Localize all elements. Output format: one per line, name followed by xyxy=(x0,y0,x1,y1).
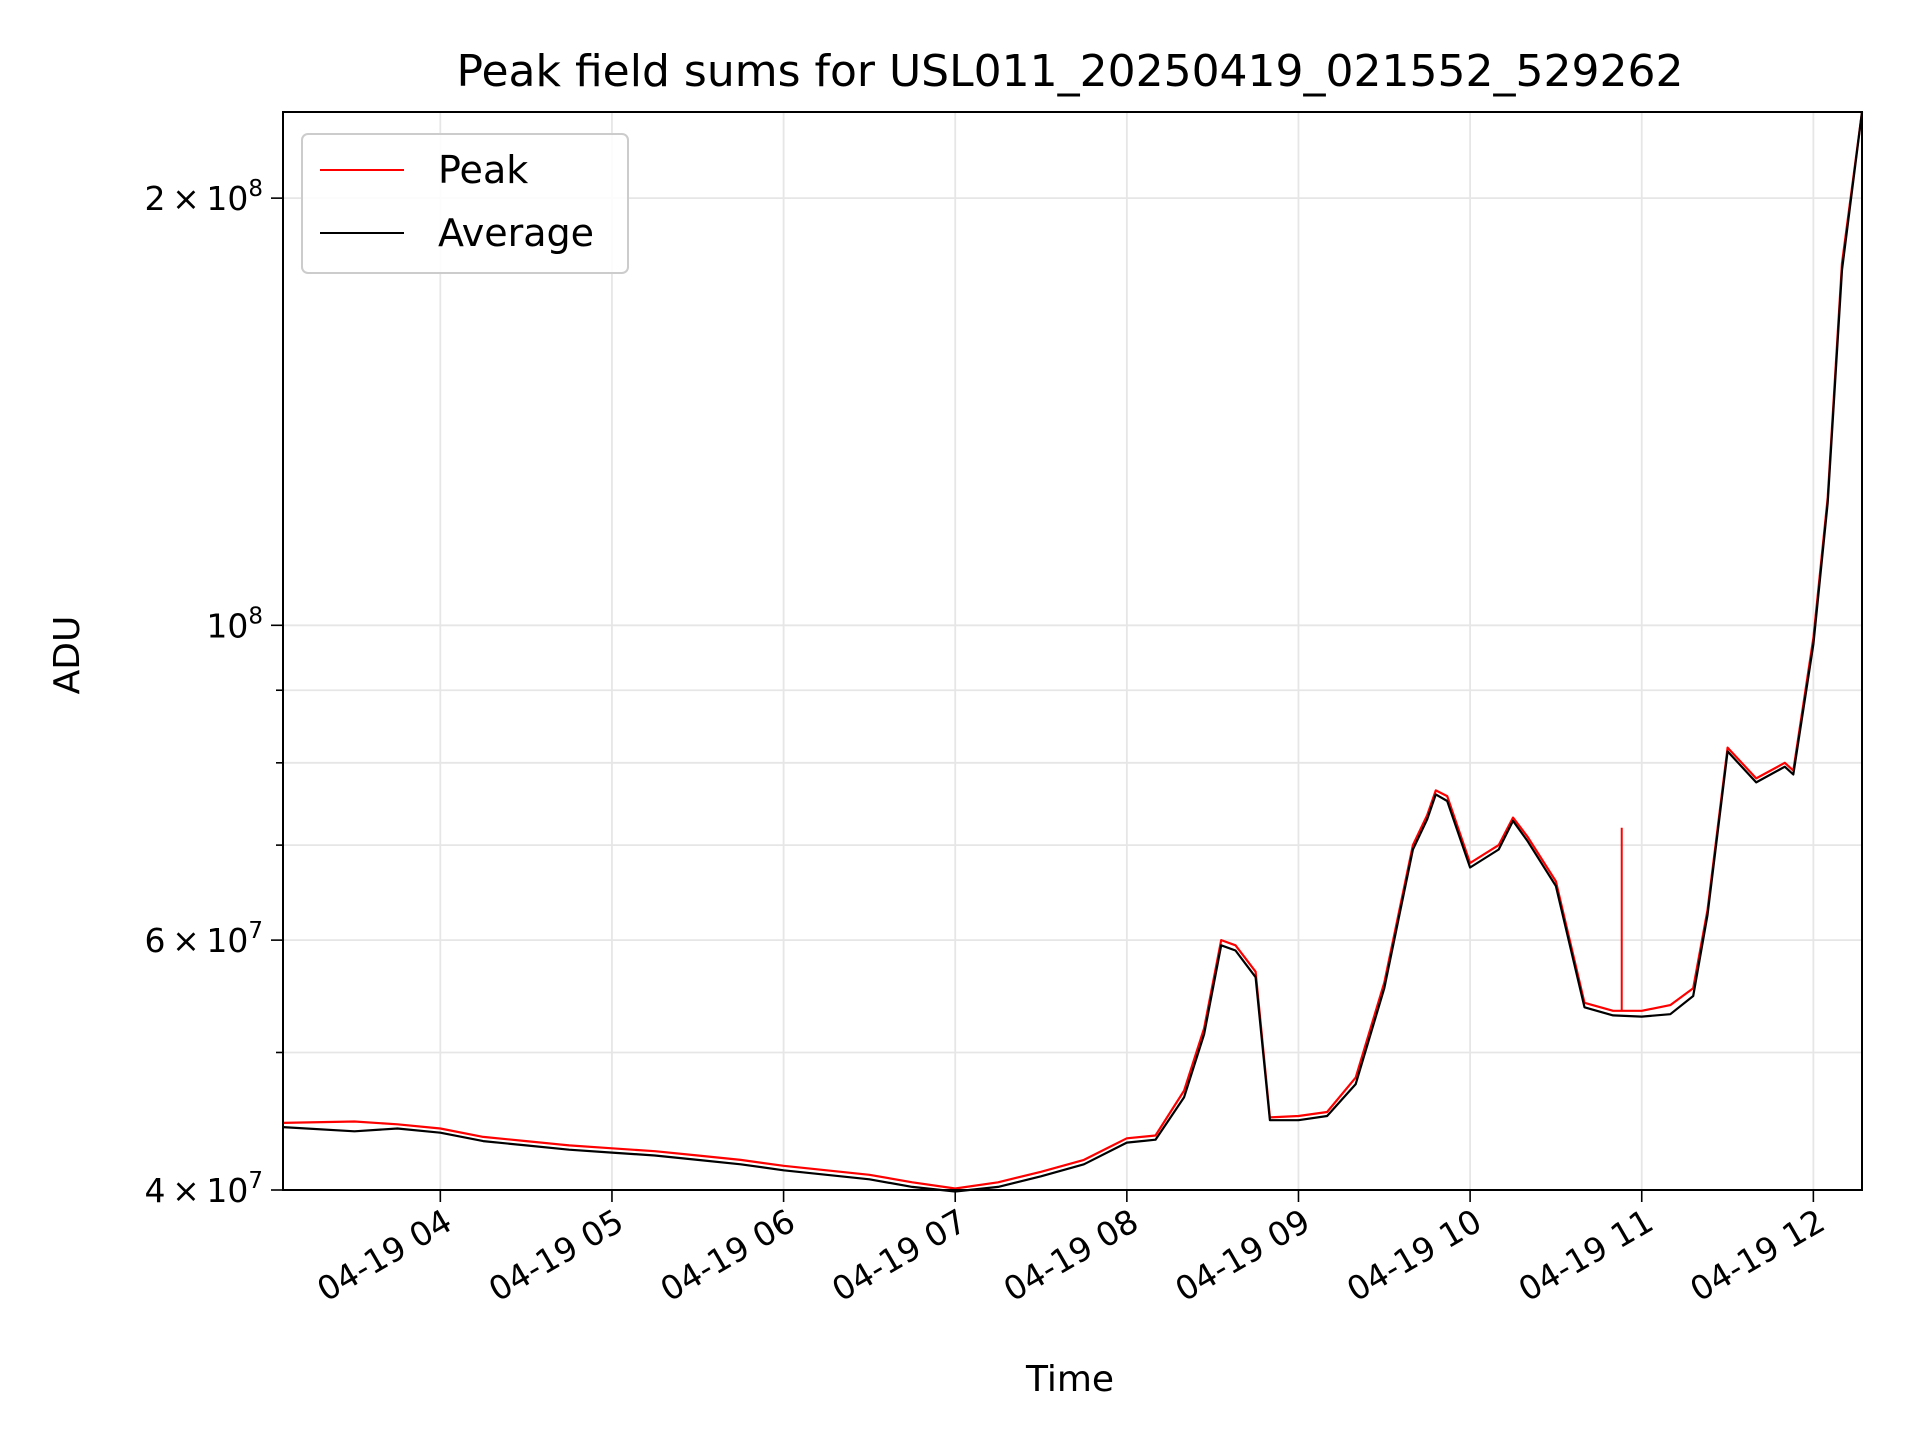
plot-frame xyxy=(282,111,1863,1191)
x-tick-label: 04-19 12 xyxy=(1683,1201,1831,1309)
legend-label-average: Average xyxy=(438,211,594,255)
x-tick-label: 04-19 11 xyxy=(1512,1201,1660,1309)
y-tick-label: 108 xyxy=(206,603,263,645)
x-tick-label: 04-19 04 xyxy=(310,1201,458,1309)
x-tick-label: 04-19 05 xyxy=(482,1201,630,1309)
y-tick-label: 4 × 107 xyxy=(145,1168,263,1210)
x-axis: 04-19 04 04-19 05 04-19 06 04-19 07 04-19 08… xyxy=(310,1190,1831,1309)
chart-title: Peak field sums for USL011_20250419_0215… xyxy=(457,46,1684,97)
series-line-average xyxy=(282,111,1864,1193)
x-tick-label: 04-19 10 xyxy=(1340,1201,1488,1309)
series-line-peak xyxy=(282,111,1864,1190)
x-tick-label: 04-19 06 xyxy=(654,1201,802,1309)
x-tick-label: 04-19 07 xyxy=(825,1201,973,1309)
y-tick-label: 2 × 108 xyxy=(145,176,263,218)
x-tick-label: 04-19 09 xyxy=(1168,1201,1316,1309)
legend-box xyxy=(301,133,629,274)
legend: Peak Average xyxy=(301,133,629,274)
x-tick-label: 04-19 08 xyxy=(997,1201,1145,1309)
y-axis-label: ADU xyxy=(47,616,88,695)
grid xyxy=(283,112,1862,1191)
series-group xyxy=(282,111,1864,1193)
y-axis: 4 × 107 6 × 107 108 2 × 108 xyxy=(145,176,283,1210)
x-axis-label: Time xyxy=(1025,1359,1114,1400)
legend-label-peak: Peak xyxy=(438,148,528,192)
y-tick-label: 6 × 107 xyxy=(145,918,263,960)
